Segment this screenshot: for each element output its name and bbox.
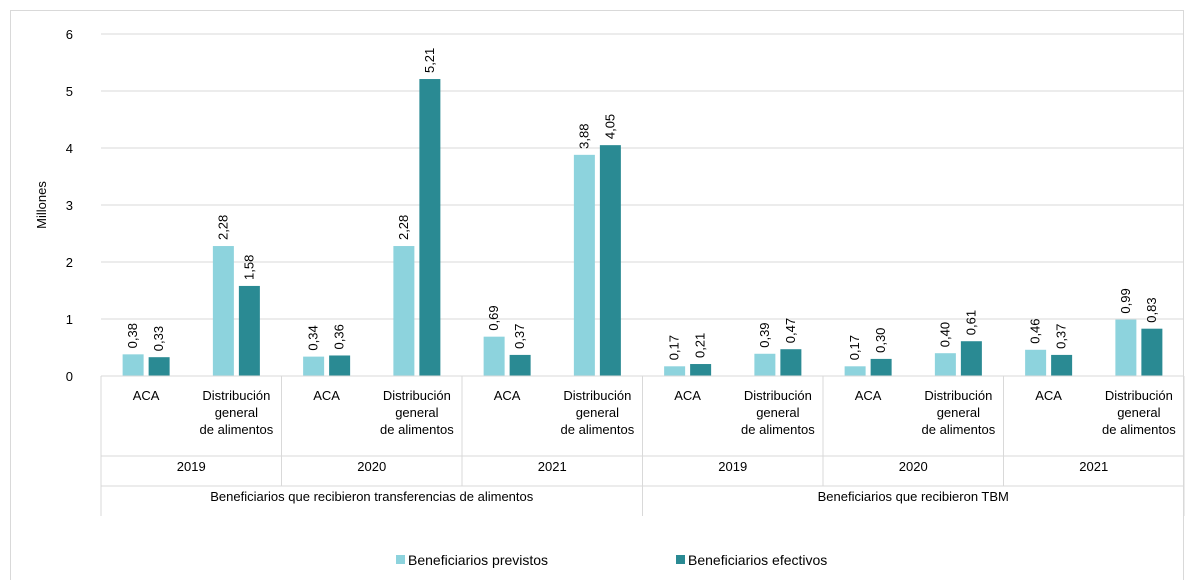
y-tick-label: 0 bbox=[66, 369, 73, 384]
bar bbox=[690, 364, 712, 376]
data-label: 1,58 bbox=[241, 255, 256, 280]
bar bbox=[148, 357, 170, 376]
bar bbox=[599, 145, 621, 376]
y-tick-label: 4 bbox=[66, 141, 73, 156]
bar bbox=[664, 366, 686, 376]
data-label: 0,99 bbox=[1118, 288, 1133, 313]
data-label: 0,47 bbox=[783, 318, 798, 343]
data-label: 0,39 bbox=[757, 322, 772, 347]
bar bbox=[573, 154, 595, 376]
bar bbox=[329, 355, 351, 376]
year-label: 2021 bbox=[1079, 459, 1108, 474]
y-tick-label: 1 bbox=[66, 312, 73, 327]
category-label: ACA bbox=[494, 388, 521, 403]
bar bbox=[870, 358, 892, 376]
category-label: ACA bbox=[313, 388, 340, 403]
bar bbox=[509, 354, 531, 376]
y-tick-label: 2 bbox=[66, 255, 73, 270]
data-label: 0,38 bbox=[125, 323, 140, 348]
bar bbox=[238, 285, 260, 376]
data-label: 5,21 bbox=[422, 48, 437, 73]
data-label: 0,34 bbox=[306, 325, 321, 350]
bar bbox=[1051, 354, 1073, 376]
bar bbox=[1115, 319, 1137, 376]
y-tick-label: 6 bbox=[66, 27, 73, 42]
category-label: Distribución general de alimentos bbox=[1102, 388, 1176, 437]
data-label: 0,30 bbox=[873, 328, 888, 353]
data-label: 0,17 bbox=[847, 335, 862, 360]
legend-swatch bbox=[396, 555, 405, 564]
bar bbox=[934, 353, 956, 376]
bar bbox=[483, 336, 505, 376]
category-label: ACA bbox=[133, 388, 160, 403]
legend-label: Beneficiarios efectivos bbox=[688, 552, 827, 568]
legend-swatch bbox=[676, 555, 685, 564]
data-labels: 0,38 0,33 2,28 1,58 0,34 0,36 2,28 5,21 0,69 0,37… bbox=[125, 48, 1159, 361]
data-label: 2,28 bbox=[396, 215, 411, 240]
y-tick-label: 5 bbox=[66, 84, 73, 99]
gridlines bbox=[101, 33, 1184, 320]
data-label: 0,61 bbox=[963, 310, 978, 335]
category-label: Distribución general de alimentos bbox=[561, 388, 635, 437]
bar bbox=[122, 354, 144, 376]
category-label: ACA bbox=[674, 388, 701, 403]
y-axis-ticks: 0 1 2 3 4 5 6 bbox=[66, 27, 73, 384]
year-label: 2020 bbox=[357, 459, 386, 474]
legend-label: Beneficiarios previstos bbox=[408, 552, 548, 568]
category-label: Distribución general de alimentos bbox=[922, 388, 996, 437]
category-label: Distribución general de alimentos bbox=[380, 388, 454, 437]
bar bbox=[393, 246, 415, 376]
y-tick-label: 3 bbox=[66, 198, 73, 213]
data-label: 0,17 bbox=[667, 335, 682, 360]
data-label: 0,40 bbox=[937, 322, 952, 347]
bar bbox=[419, 79, 441, 376]
data-label: 0,33 bbox=[151, 326, 166, 351]
bar bbox=[303, 356, 325, 376]
bar bbox=[960, 341, 982, 376]
category-axis: ACA Distribución general de alimentos ACA Dis… bbox=[100, 375, 1185, 516]
category-label: ACA bbox=[855, 388, 882, 403]
data-label: 0,83 bbox=[1144, 297, 1159, 322]
data-label: 2,28 bbox=[215, 215, 230, 240]
bar bbox=[212, 246, 234, 376]
bar bbox=[754, 353, 776, 376]
bars bbox=[122, 79, 1163, 376]
category-label: Distribución general de alimentos bbox=[741, 388, 815, 437]
category-label: Distribución general de alimentos bbox=[200, 388, 274, 437]
data-label: 0,21 bbox=[693, 333, 708, 358]
data-label: 0,69 bbox=[486, 305, 501, 330]
bar bbox=[844, 366, 866, 376]
bar bbox=[780, 349, 802, 376]
group-label: Beneficiarios que recibieron transferenc… bbox=[210, 489, 534, 504]
data-label: 0,46 bbox=[1028, 318, 1043, 343]
data-label: 0,37 bbox=[512, 324, 527, 349]
data-label: 4,05 bbox=[602, 114, 617, 139]
year-label: 2019 bbox=[177, 459, 206, 474]
legend: Beneficiarios previstos Beneficiarios efe… bbox=[396, 552, 827, 568]
group-label: Beneficiarios que recibieron TBM bbox=[818, 489, 1009, 504]
category-label: ACA bbox=[1035, 388, 1062, 403]
data-label: 0,36 bbox=[332, 324, 347, 349]
bar bbox=[1141, 328, 1163, 376]
year-label: 2021 bbox=[538, 459, 567, 474]
year-label: 2020 bbox=[899, 459, 928, 474]
bar bbox=[1025, 349, 1047, 376]
data-label: 3,88 bbox=[576, 124, 591, 149]
data-label: 0,37 bbox=[1054, 324, 1069, 349]
year-label: 2019 bbox=[718, 459, 747, 474]
y-axis-label: Millones bbox=[34, 181, 49, 229]
